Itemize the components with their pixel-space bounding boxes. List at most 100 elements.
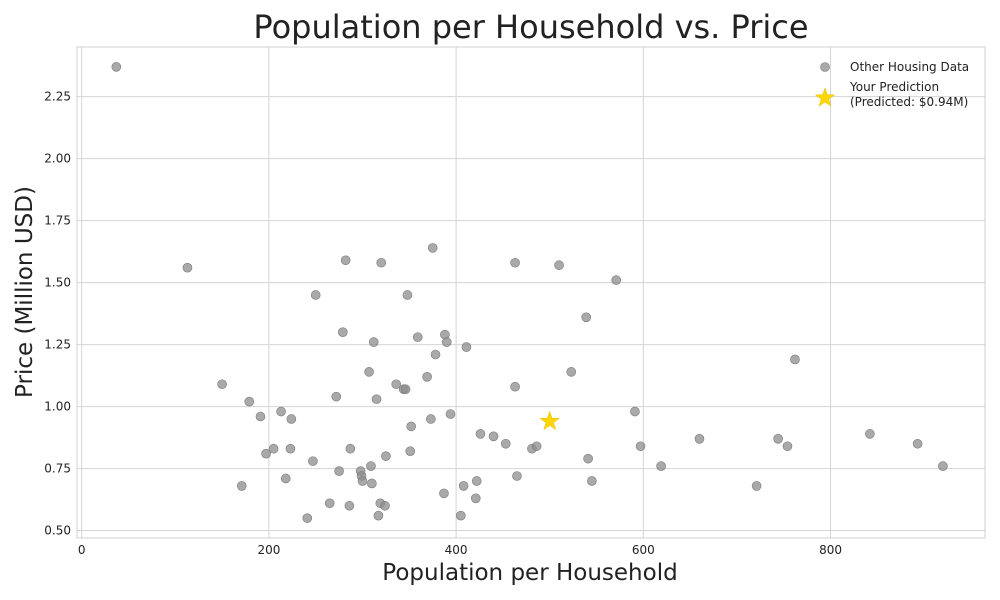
x-axis-title: Population per Household bbox=[382, 560, 677, 586]
tick-layer: 0 200 400 600 800 0.50 0.75 1.00 1.25 1.50 1.75 2.0… bbox=[44, 90, 842, 557]
data-point bbox=[426, 414, 436, 424]
y-tick-label: 2.00 bbox=[44, 152, 71, 166]
data-point bbox=[554, 260, 564, 271]
data-point bbox=[286, 414, 297, 424]
data-point bbox=[340, 255, 351, 266]
data-point bbox=[391, 379, 402, 390]
data-point bbox=[694, 434, 705, 444]
data-point bbox=[280, 473, 291, 484]
data-point bbox=[255, 411, 266, 422]
data-point bbox=[324, 498, 335, 509]
y-tick-label: 0.50 bbox=[44, 524, 71, 538]
data-point bbox=[581, 312, 592, 323]
data-point bbox=[500, 438, 511, 449]
data-point bbox=[381, 451, 391, 461]
y-tick-label: 1.75 bbox=[44, 214, 71, 228]
data-point bbox=[439, 488, 449, 499]
data-point bbox=[611, 275, 621, 285]
data-point bbox=[938, 461, 948, 471]
y-tick-label: 0.75 bbox=[44, 462, 71, 476]
data-point bbox=[461, 342, 472, 352]
y-tick-label: 2.25 bbox=[44, 90, 71, 104]
data-point bbox=[244, 396, 255, 407]
data-point bbox=[334, 466, 344, 476]
data-point bbox=[111, 62, 122, 72]
data-point bbox=[285, 443, 296, 454]
plot-frame bbox=[76, 46, 986, 539]
data-point bbox=[422, 372, 432, 382]
data-point bbox=[445, 409, 456, 419]
data-point bbox=[782, 441, 793, 452]
data-point bbox=[475, 429, 486, 439]
data-point bbox=[373, 510, 384, 521]
data-point bbox=[402, 290, 413, 300]
data-point bbox=[268, 443, 279, 454]
data-point bbox=[412, 332, 423, 342]
data-point bbox=[455, 510, 466, 521]
data-point bbox=[566, 367, 577, 377]
data-point bbox=[441, 337, 452, 347]
data-point bbox=[380, 500, 390, 511]
data-point bbox=[773, 434, 783, 444]
data-point bbox=[367, 478, 377, 489]
data-point bbox=[357, 476, 368, 486]
data-point bbox=[405, 446, 416, 457]
data-point bbox=[345, 443, 356, 454]
x-tick-label: 800 bbox=[819, 543, 842, 557]
data-point bbox=[427, 243, 438, 253]
data-point bbox=[276, 406, 286, 417]
y-tick-label: 1.25 bbox=[44, 338, 71, 352]
data-point bbox=[236, 481, 247, 491]
data-point bbox=[912, 438, 923, 449]
data-point bbox=[331, 391, 342, 402]
data-point bbox=[656, 461, 666, 471]
y-tick-label: 1.50 bbox=[44, 276, 71, 290]
data-point bbox=[406, 421, 416, 432]
data-point bbox=[488, 431, 499, 442]
data-point bbox=[531, 441, 542, 452]
points-layer bbox=[111, 62, 948, 523]
data-point bbox=[583, 453, 593, 464]
data-point bbox=[368, 337, 379, 347]
data-point bbox=[458, 481, 469, 491]
y-tick-label: 1.00 bbox=[44, 400, 71, 414]
legend-circle-marker bbox=[820, 62, 830, 72]
data-point bbox=[430, 349, 441, 360]
data-point bbox=[510, 257, 520, 268]
x-tick-label: 400 bbox=[445, 543, 468, 557]
data-point bbox=[338, 327, 348, 337]
data-point bbox=[790, 354, 800, 365]
data-point bbox=[587, 476, 597, 486]
data-point bbox=[182, 262, 193, 273]
data-point bbox=[261, 448, 271, 459]
y-axis-title: Price (Million USD) bbox=[12, 186, 38, 398]
data-point bbox=[471, 476, 482, 486]
data-point bbox=[630, 406, 640, 417]
data-point bbox=[512, 471, 522, 481]
data-point bbox=[308, 456, 318, 466]
data-point bbox=[364, 367, 374, 377]
data-point bbox=[366, 461, 376, 471]
data-point bbox=[751, 481, 762, 491]
legend: Other Housing Data Your Prediction (Predic… bbox=[814, 60, 969, 109]
grid-layer bbox=[77, 47, 985, 538]
data-point bbox=[470, 493, 481, 504]
data-point bbox=[371, 394, 382, 404]
data-point bbox=[635, 441, 646, 452]
data-point bbox=[310, 290, 321, 300]
legend-label-other: Other Housing Data bbox=[850, 60, 969, 74]
data-point bbox=[865, 429, 875, 439]
data-point bbox=[344, 500, 355, 511]
prediction-star bbox=[539, 410, 560, 431]
x-tick-label: 600 bbox=[632, 543, 655, 557]
data-point bbox=[376, 257, 387, 268]
data-point bbox=[400, 384, 411, 395]
data-point bbox=[217, 379, 227, 390]
x-tick-label: 200 bbox=[257, 543, 280, 557]
data-point bbox=[510, 381, 520, 392]
chart-title: Population per Household vs. Price bbox=[253, 8, 808, 46]
legend-star-marker bbox=[814, 87, 836, 107]
data-point bbox=[302, 513, 313, 523]
